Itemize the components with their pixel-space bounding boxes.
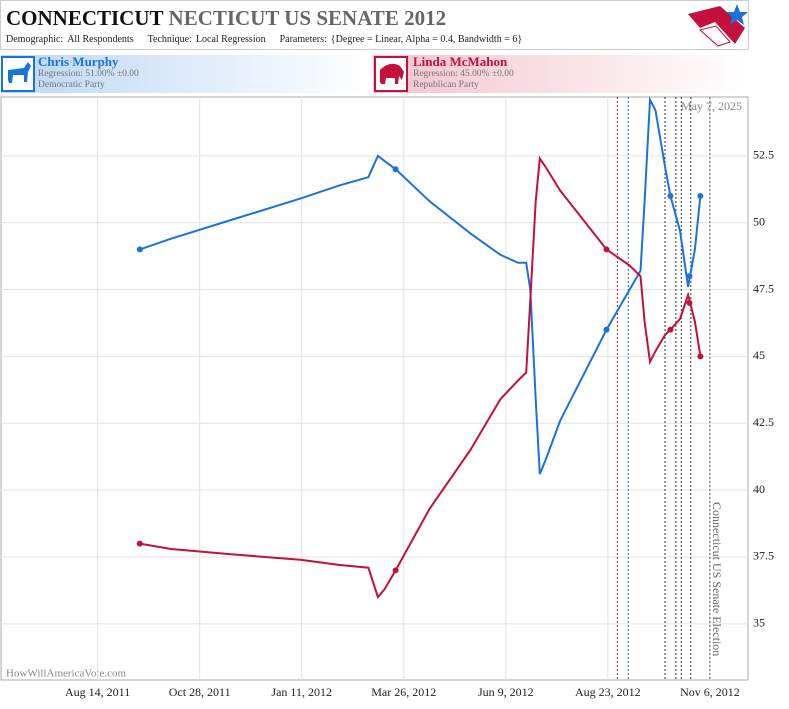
- poll-point: [667, 326, 674, 333]
- legend-party: Democratic Party: [38, 80, 105, 90]
- event-label: Connecticut US Senate Election: [710, 502, 724, 656]
- header-box: [0, 0, 749, 50]
- x-tick-label: Aug 14, 2011: [65, 685, 130, 699]
- y-tick-label: 45: [753, 348, 765, 362]
- parameter-value: {Degree = Linear, Alpha = 0.4, Bandwidth…: [331, 34, 522, 45]
- date-stamp: May 7, 2025: [681, 99, 742, 113]
- legend-party: Republican Party: [413, 80, 479, 90]
- poll-point: [667, 192, 674, 199]
- poll-point: [136, 246, 143, 253]
- x-tick-label: Jan 11, 2012: [271, 685, 332, 699]
- poll-point: [603, 326, 610, 333]
- x-tick-label: Aug 23, 2012: [575, 685, 641, 699]
- poll-point: [392, 166, 399, 173]
- y-tick-label: 42.5: [753, 415, 774, 429]
- parameter-label: Parameters:: [280, 34, 327, 45]
- parameters: Demographic: All Respondents Technique: Loc…: [6, 34, 522, 45]
- logo: [688, 4, 748, 47]
- y-tick-label: 37.5: [753, 549, 774, 563]
- rep-icon: [374, 56, 408, 92]
- title: CONNECTICUT NECTICUT US SENATE 2012: [6, 6, 446, 30]
- poll-point: [697, 192, 704, 199]
- x-tick-label: Oct 28, 2011: [169, 685, 231, 699]
- poll-point: [136, 540, 143, 547]
- y-tick-label: 52.5: [753, 148, 774, 162]
- series-line: [139, 155, 702, 600]
- source: HowWillAmericaVote.com: [6, 668, 126, 680]
- y-tick-label: 40: [753, 482, 765, 496]
- x-tick-label: Nov 6, 2012: [680, 685, 740, 699]
- legend-regression: Regression: 51.00% ±0.00: [38, 69, 139, 79]
- legend-regression: Regression: 45.00% ±0.00: [413, 69, 514, 79]
- legend-name: Chris Murphy: [38, 54, 119, 69]
- y-tick-label: 47.5: [753, 281, 774, 295]
- series-line: [139, 95, 702, 475]
- legend-name: Linda McMahon: [413, 54, 508, 69]
- legend-rep-band: [373, 55, 748, 93]
- legend-dem-band: [1, 55, 371, 93]
- poll-point: [392, 567, 399, 574]
- poll-point: [697, 353, 704, 360]
- dem-icon: [1, 56, 35, 92]
- parameter-value: Local Regression: [196, 34, 266, 45]
- parameter-value: All Respondents: [67, 34, 133, 45]
- y-tick-label: 50: [753, 214, 765, 228]
- poll-point: [603, 246, 610, 253]
- y-tick-label: 35: [753, 616, 765, 630]
- plot-frame: [0, 96, 749, 681]
- poll-point: [686, 299, 693, 306]
- x-tick-label: Jun 9, 2012: [478, 685, 534, 699]
- parameter-label: Technique:: [148, 34, 192, 45]
- x-tick-label: Mar 26, 2012: [371, 685, 436, 699]
- poll-point: [686, 273, 693, 280]
- parameter-label: Demographic:: [6, 34, 63, 45]
